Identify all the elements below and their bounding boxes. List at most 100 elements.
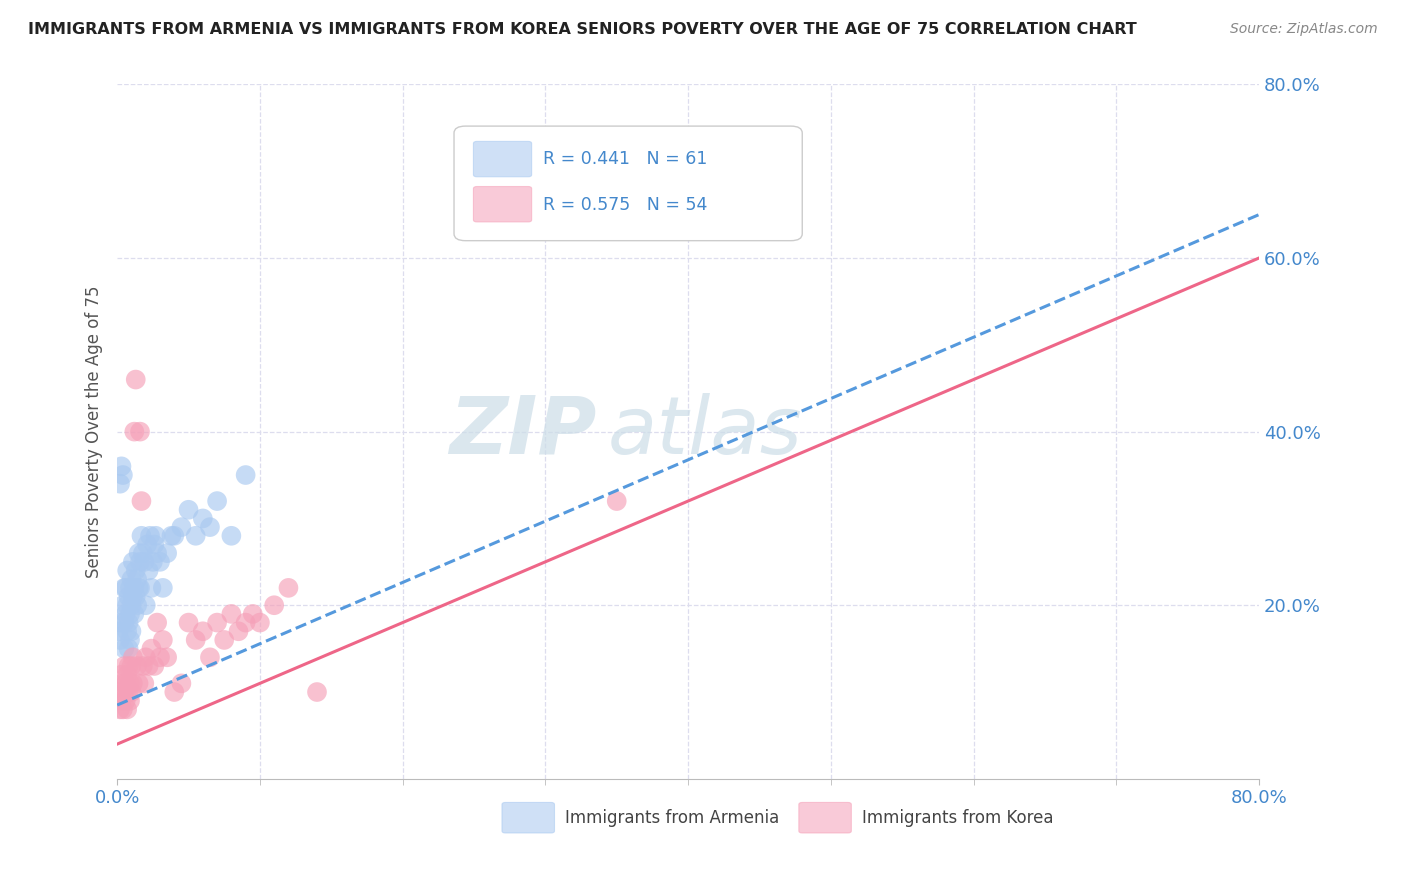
Point xyxy=(156,650,179,665)
Point xyxy=(125,590,148,604)
Point xyxy=(198,520,221,534)
Point xyxy=(129,555,152,569)
Text: R = 0.575   N = 54: R = 0.575 N = 54 xyxy=(543,195,707,213)
Point xyxy=(110,459,132,474)
Point xyxy=(139,529,162,543)
Point xyxy=(117,641,139,656)
Point xyxy=(184,529,207,543)
Text: IMMIGRANTS FROM ARMENIA VS IMMIGRANTS FROM KOREA SENIORS POVERTY OVER THE AGE OF: IMMIGRANTS FROM ARMENIA VS IMMIGRANTS FR… xyxy=(28,22,1137,37)
Point xyxy=(145,529,167,543)
Point xyxy=(191,624,214,639)
Point xyxy=(112,641,135,656)
Point xyxy=(149,555,172,569)
Point xyxy=(163,685,186,699)
Point xyxy=(115,702,138,716)
Point xyxy=(129,581,152,595)
Text: ZIP: ZIP xyxy=(450,392,596,471)
Point xyxy=(163,529,186,543)
Point xyxy=(748,164,770,178)
Point xyxy=(143,537,166,551)
Point xyxy=(115,667,138,681)
Point xyxy=(122,590,145,604)
Text: Source: ZipAtlas.com: Source: ZipAtlas.com xyxy=(1230,22,1378,37)
Point xyxy=(138,659,160,673)
Point xyxy=(132,659,155,673)
FancyBboxPatch shape xyxy=(474,186,531,222)
Point xyxy=(277,581,299,595)
Point xyxy=(134,676,156,690)
Point xyxy=(118,581,141,595)
Point xyxy=(108,702,131,716)
Point xyxy=(177,615,200,630)
Point xyxy=(118,607,141,621)
Point xyxy=(191,511,214,525)
Point xyxy=(125,564,148,578)
Point xyxy=(124,425,146,439)
Point xyxy=(111,468,134,483)
FancyBboxPatch shape xyxy=(474,141,531,177)
Point xyxy=(212,632,235,647)
Point xyxy=(170,520,193,534)
FancyBboxPatch shape xyxy=(502,803,554,833)
Point xyxy=(141,641,163,656)
Point xyxy=(606,494,628,508)
Point xyxy=(124,607,146,621)
Point xyxy=(170,676,193,690)
Point xyxy=(114,607,136,621)
Point xyxy=(112,581,135,595)
Text: R = 0.441   N = 61: R = 0.441 N = 61 xyxy=(543,151,707,169)
Point xyxy=(117,615,139,630)
Point xyxy=(112,659,135,673)
Point xyxy=(235,468,257,483)
Point xyxy=(121,685,143,699)
Point xyxy=(228,624,250,639)
Y-axis label: Seniors Poverty Over the Age of 75: Seniors Poverty Over the Age of 75 xyxy=(86,285,103,578)
Point xyxy=(112,685,135,699)
Point xyxy=(121,659,143,673)
Point xyxy=(263,599,285,613)
Point xyxy=(121,624,143,639)
Point xyxy=(127,659,149,673)
Point xyxy=(111,599,134,613)
Point xyxy=(305,685,328,699)
Point xyxy=(160,529,183,543)
Point xyxy=(111,676,134,690)
Point xyxy=(132,546,155,560)
Text: atlas: atlas xyxy=(609,392,803,471)
Point xyxy=(127,599,149,613)
Point xyxy=(131,529,153,543)
Point xyxy=(111,702,134,716)
Point xyxy=(110,615,132,630)
Point xyxy=(146,615,169,630)
Point xyxy=(134,555,156,569)
Point xyxy=(107,624,129,639)
Point xyxy=(107,685,129,699)
Point xyxy=(135,650,157,665)
Point xyxy=(122,676,145,690)
Point xyxy=(221,529,243,543)
Point xyxy=(177,502,200,516)
Point xyxy=(141,581,163,595)
Point xyxy=(205,494,228,508)
Point xyxy=(108,632,131,647)
Point xyxy=(128,676,150,690)
Point xyxy=(135,599,157,613)
Point xyxy=(122,650,145,665)
FancyBboxPatch shape xyxy=(799,803,852,833)
Point xyxy=(152,632,174,647)
Point xyxy=(118,632,141,647)
Point xyxy=(121,599,143,613)
Point xyxy=(117,590,139,604)
Point xyxy=(205,615,228,630)
Point xyxy=(117,685,139,699)
Point xyxy=(128,581,150,595)
Point xyxy=(121,572,143,586)
Point xyxy=(114,581,136,595)
Point xyxy=(149,650,172,665)
Point xyxy=(152,581,174,595)
Point xyxy=(117,659,139,673)
Point xyxy=(221,607,243,621)
Point xyxy=(184,632,207,647)
Point xyxy=(110,667,132,681)
Point xyxy=(146,546,169,560)
